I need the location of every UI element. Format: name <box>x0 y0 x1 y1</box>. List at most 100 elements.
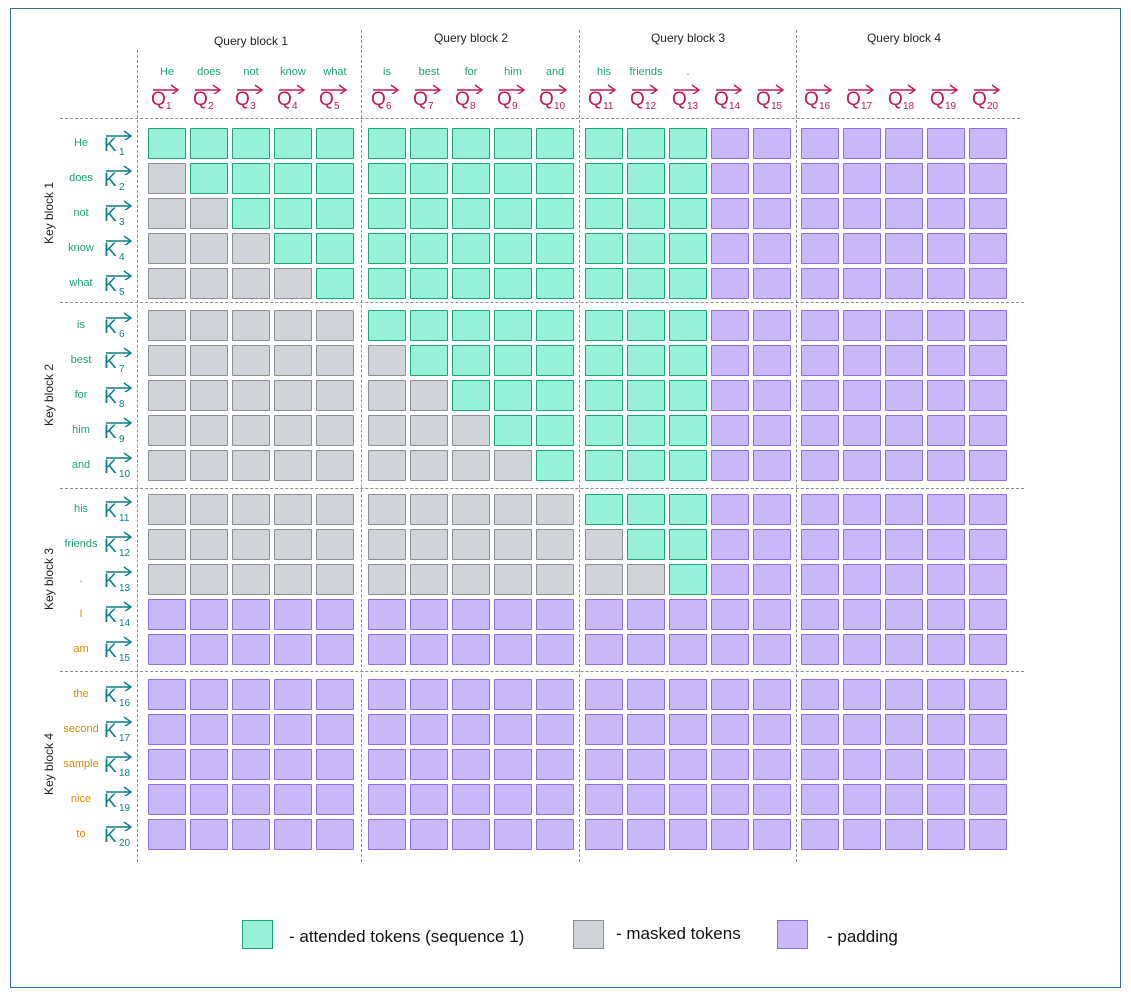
key-word: friends <box>64 538 98 550</box>
masked-token-cell <box>148 233 186 264</box>
key-word: him <box>72 424 90 436</box>
key-vector-index: 9 <box>119 434 125 445</box>
padding-cell <box>885 198 923 229</box>
padding-cell <box>316 634 354 665</box>
padding-cell <box>843 310 881 341</box>
masked-token-cell <box>368 564 406 595</box>
attended-token-cell <box>669 345 707 376</box>
padding-cell <box>274 634 312 665</box>
padding-cell <box>885 749 923 780</box>
padding-cell <box>711 415 749 446</box>
padding-cell <box>927 529 965 560</box>
attended-token-cell <box>410 345 448 376</box>
query-vector-index: 20 <box>987 101 999 112</box>
masked-token-cell <box>494 450 532 481</box>
key-vector-letter: K <box>104 826 117 847</box>
key-vector-letter: K <box>104 457 117 478</box>
padding-cell <box>753 233 791 264</box>
query-vector-index: 1 <box>166 101 172 112</box>
padding-cell <box>627 749 665 780</box>
padding-cell <box>711 634 749 665</box>
padding-cell <box>274 784 312 815</box>
attended-token-cell <box>452 380 490 411</box>
padding-cell <box>927 714 965 745</box>
masked-token-cell <box>452 415 490 446</box>
query-vector: Q 13 <box>672 80 712 114</box>
masked-token-cell <box>536 564 574 595</box>
padding-cell <box>148 749 186 780</box>
query-block-title: Query block 2 <box>433 31 509 45</box>
padding-cell <box>669 714 707 745</box>
attended-token-cell <box>585 450 623 481</box>
padding-cell <box>753 198 791 229</box>
padding-cell <box>927 380 965 411</box>
query-vector-letter: Q <box>151 89 166 110</box>
query-vector-letter: Q <box>371 89 386 110</box>
padding-cell <box>711 233 749 264</box>
masked-token-cell <box>190 450 228 481</box>
key-word: am <box>73 643 89 655</box>
attended-token-cell <box>627 380 665 411</box>
query-vector-index: 5 <box>334 101 340 112</box>
attended-token-cell <box>232 128 270 159</box>
attended-token-cell <box>669 415 707 446</box>
row-block-separator <box>60 302 1024 303</box>
attended-token-cell <box>274 233 312 264</box>
attended-token-cell <box>410 233 448 264</box>
key-block-title: Key block 2 <box>42 363 56 427</box>
attended-token-cell <box>536 415 574 446</box>
key-vector: K 15 <box>104 632 144 666</box>
masked-token-cell <box>148 564 186 595</box>
attended-token-cell <box>148 128 186 159</box>
padding-cell <box>801 749 839 780</box>
key-vector-index: 19 <box>119 803 131 814</box>
attended-token-cell <box>494 163 532 194</box>
padding-cell <box>753 268 791 299</box>
padding-cell <box>274 819 312 850</box>
query-vector-index: 7 <box>428 101 434 112</box>
query-vector-index: 8 <box>470 101 476 112</box>
padding-cell <box>927 163 965 194</box>
attended-token-cell <box>669 529 707 560</box>
masked-token-cell <box>494 529 532 560</box>
key-block-title: Key block 4 <box>42 732 56 796</box>
query-vector-index: 18 <box>903 101 915 112</box>
padding-cell <box>969 494 1007 525</box>
padding-cell <box>927 634 965 665</box>
key-block-title: Key block 1 <box>42 181 56 245</box>
key-vector-letter: K <box>104 791 117 812</box>
masked-token-cell <box>148 198 186 229</box>
masked-token-cell <box>274 268 312 299</box>
padding-cell <box>927 128 965 159</box>
padding-cell <box>927 310 965 341</box>
padding-cell <box>711 749 749 780</box>
attended-token-cell <box>452 128 490 159</box>
key-vector-letter: K <box>104 135 117 156</box>
padding-cell <box>969 819 1007 850</box>
padding-cell <box>885 634 923 665</box>
padding-cell <box>969 679 1007 710</box>
padding-cell <box>969 564 1007 595</box>
padding-cell <box>536 679 574 710</box>
key-word: to <box>76 828 86 840</box>
padding-cell <box>274 679 312 710</box>
padding-cell <box>368 714 406 745</box>
padding-cell <box>753 163 791 194</box>
padding-cell <box>274 749 312 780</box>
key-word: I <box>79 608 83 620</box>
key-word: best <box>70 354 92 366</box>
padding-cell <box>753 345 791 376</box>
masked-token-cell <box>316 494 354 525</box>
attended-token-cell <box>494 198 532 229</box>
masked-token-cell <box>190 198 228 229</box>
masked-token-cell <box>190 345 228 376</box>
masked-token-cell <box>536 494 574 525</box>
padding-cell <box>753 128 791 159</box>
masked-token-cell <box>585 529 623 560</box>
padding-cell <box>969 198 1007 229</box>
padding-cell <box>190 714 228 745</box>
padding-cell <box>711 784 749 815</box>
padding-cell <box>843 679 881 710</box>
key-vector-letter: K <box>104 387 117 408</box>
